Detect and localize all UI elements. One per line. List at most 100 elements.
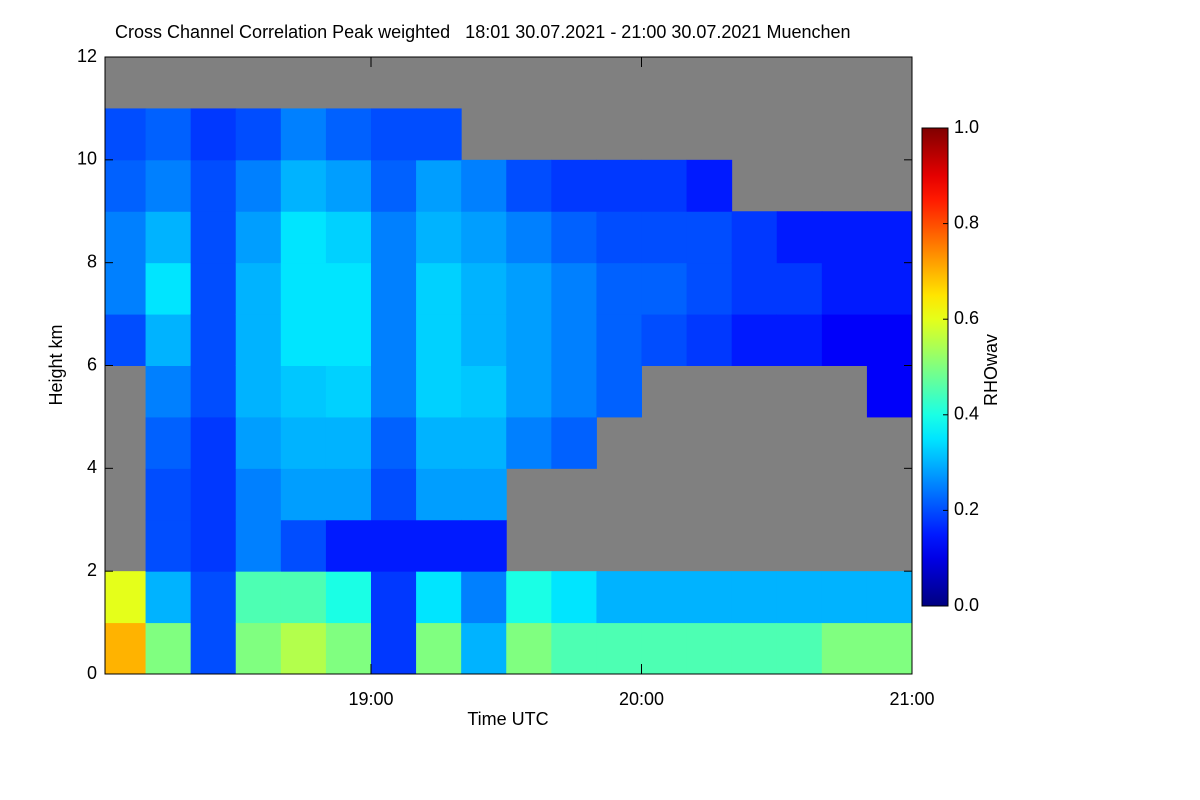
- heatmap-cell: [866, 571, 913, 624]
- x-tick-label: 20:00: [619, 689, 664, 709]
- x-tick-label: 21:00: [889, 689, 934, 709]
- heatmap-cell: [370, 159, 417, 212]
- heatmap-cell: [235, 314, 282, 366]
- heatmap-cell: [416, 468, 462, 521]
- heatmap-cell: [145, 262, 192, 315]
- heatmap-cell: [370, 622, 417, 675]
- heatmap-cell: [551, 211, 597, 264]
- heatmap-cell: [325, 211, 372, 264]
- heatmap-cell: [190, 262, 237, 315]
- heatmap-cell: [461, 519, 507, 572]
- heatmap-cell: [776, 571, 823, 624]
- heatmap-cell: [370, 262, 417, 315]
- heatmap-cell: [325, 519, 372, 572]
- heatmap-cell: [506, 159, 552, 212]
- heatmap-cell: [551, 314, 597, 366]
- heatmap-cell: [370, 468, 417, 521]
- heatmap-cell: [641, 314, 688, 366]
- colorbar-tick-label: 0.8: [954, 212, 979, 232]
- heatmap-cell: [596, 622, 642, 675]
- heatmap-cell: [686, 159, 733, 212]
- heatmap-cell: [686, 571, 733, 624]
- heatmap-cell: [145, 314, 192, 366]
- heatmap-cell: [731, 314, 778, 366]
- heatmap-cell: [370, 365, 417, 418]
- heatmap-cell: [105, 622, 147, 675]
- heatmap-cell: [506, 211, 552, 264]
- heatmap-cell: [190, 622, 237, 675]
- heatmap-cell: [506, 314, 552, 366]
- heatmap-cell: [641, 622, 688, 675]
- heatmap-cell: [280, 468, 327, 521]
- chart-title: Cross Channel Correlation Peak weighted …: [115, 22, 851, 42]
- heatmap-cell: [461, 159, 507, 212]
- heatmap-cell: [641, 571, 688, 624]
- heatmap-cell: [105, 108, 147, 161]
- y-tick-label: 8: [87, 251, 97, 271]
- heatmap-cell: [145, 571, 192, 624]
- heatmap-cell: [280, 519, 327, 572]
- heatmap-cell: [686, 622, 733, 675]
- heatmap-cell: [190, 365, 237, 418]
- heatmap-cell: [461, 365, 507, 418]
- heatmap-cell: [776, 211, 823, 264]
- heatmap-cell: [325, 314, 372, 366]
- heatmap-cell: [821, 622, 868, 675]
- heatmap-cell: [416, 365, 462, 418]
- heatmap-cell: [145, 622, 192, 675]
- heatmap-cell: [821, 211, 868, 264]
- heatmap-cell: [596, 365, 642, 418]
- heatmap-cell: [596, 159, 642, 212]
- heatmap-cell: [596, 571, 642, 624]
- heatmap-cell: [416, 416, 462, 469]
- heatmap-cell: [551, 365, 597, 418]
- heatmap-cell: [866, 211, 913, 264]
- heatmap-cell: [686, 211, 733, 264]
- colorbar-tick-label: 0.2: [954, 499, 979, 519]
- heatmap-cell: [235, 571, 282, 624]
- y-tick-label: 0: [87, 663, 97, 683]
- heatmap-cell: [105, 159, 147, 212]
- x-tick-label: 19:00: [348, 689, 393, 709]
- colorbar-tick-label: 0.0: [954, 595, 979, 615]
- heatmap-cell: [190, 571, 237, 624]
- heatmap-cell: [190, 468, 237, 521]
- heatmap-cell: [105, 211, 147, 264]
- heatmap-cell: [325, 468, 372, 521]
- heatmap-cell: [506, 571, 552, 624]
- heatmap-cell: [235, 468, 282, 521]
- heatmap-cell: [731, 211, 778, 264]
- heatmap-cell: [370, 108, 417, 161]
- heatmap-cell: [596, 262, 642, 315]
- heatmap-cell: [145, 416, 192, 469]
- heatmap-cell: [370, 571, 417, 624]
- heatmap-cell: [235, 262, 282, 315]
- heatmap-cell: [686, 262, 733, 315]
- heatmap-cell: [105, 571, 147, 624]
- heatmap-cell: [461, 211, 507, 264]
- heatmap-cell: [461, 468, 507, 521]
- y-tick-label: 6: [87, 354, 97, 374]
- heatmap-cell: [145, 211, 192, 264]
- heatmap-cell: [190, 159, 237, 212]
- heatmap-cell: [416, 571, 462, 624]
- heatmap-cell: [105, 314, 147, 366]
- y-tick-label: 4: [87, 457, 97, 477]
- heatmap-cell: [596, 314, 642, 366]
- heatmap-cell: [461, 622, 507, 675]
- heatmap-cell: [596, 211, 642, 264]
- heatmap-cell: [461, 314, 507, 366]
- heatmap-cell: [325, 571, 372, 624]
- heatmap-cell: [551, 622, 597, 675]
- heatmap-cell: [416, 211, 462, 264]
- heatmap-cell: [235, 622, 282, 675]
- heatmap-cell: [280, 159, 327, 212]
- heatmap-cell: [280, 108, 327, 161]
- heatmap-cell: [416, 262, 462, 315]
- heatmap-cell: [641, 211, 688, 264]
- y-axis-label: Height km: [46, 324, 66, 405]
- heatmap-cell: [641, 159, 688, 212]
- heatmap-cell: [731, 571, 778, 624]
- heatmap-cell: [776, 314, 823, 366]
- heatmap-cell: [235, 211, 282, 264]
